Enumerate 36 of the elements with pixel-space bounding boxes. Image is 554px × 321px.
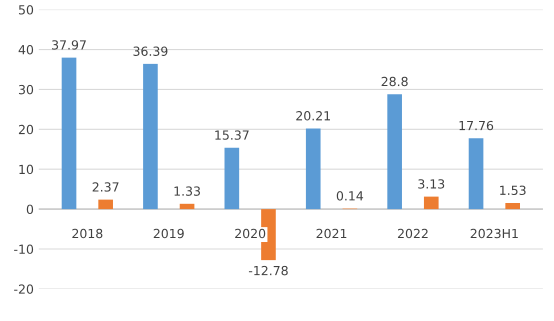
x-tick-label: 2022 [398,228,428,238]
data-label: 1.33 [174,186,200,196]
bar [180,204,194,210]
y-tick-label: 30 [18,84,34,94]
bar [143,64,158,210]
y-tick-label: 10 [19,164,34,174]
x-tick-label: 2023H1 [470,228,518,238]
bar [468,138,484,210]
bar [62,58,76,210]
data-label: 37.97 [52,40,86,50]
y-tick-label: 50 [18,5,34,15]
x-tick-label: 2021 [316,228,346,238]
data-label: 0.14 [336,191,364,201]
x-tick-label: 2018 [72,228,102,238]
y-tick-label: 20 [18,124,34,134]
x-tick-label: 2020 [235,228,266,238]
y-tick-label: -20 [14,284,34,294]
y-tick-label: 0 [26,204,34,214]
bar [98,200,113,210]
data-label: 20.21 [296,111,330,120]
data-label: 36.39 [133,46,168,56]
bar [505,203,520,210]
data-label: -12.78 [248,266,288,276]
y-tick-label: 40 [18,44,34,54]
data-label: 17.76 [460,120,494,130]
bar [224,148,240,210]
bar [424,196,439,210]
bar [306,128,321,210]
data-label: 15.37 [215,130,249,140]
data-label: 2.37 [92,182,118,192]
bar [387,94,402,210]
x-tick-label: 2019 [154,228,184,238]
data-label: 3.13 [418,179,444,189]
data-label: 1.53 [500,186,526,196]
y-tick-label: -10 [14,244,34,254]
data-label: 28.8 [382,76,408,86]
